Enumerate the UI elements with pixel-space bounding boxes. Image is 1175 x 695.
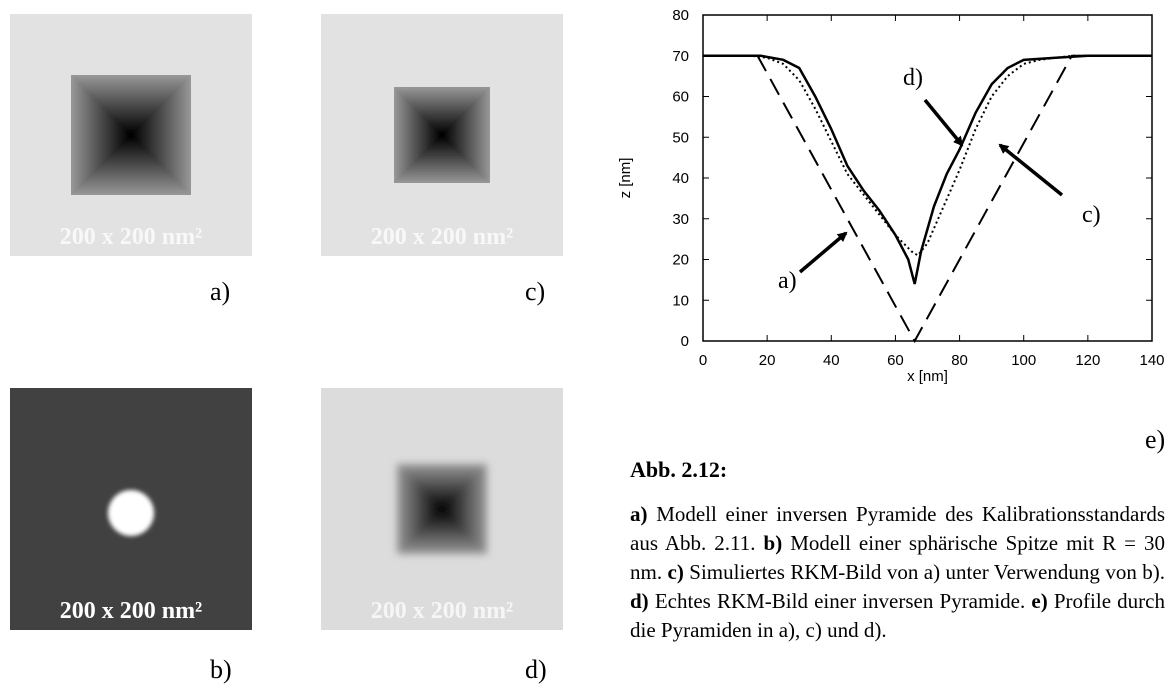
caption-segment: Modell einer sphärische Spitze mit R = 3… (630, 531, 1165, 584)
caption-segment: d) (630, 589, 649, 613)
y-tick-label: 60 (672, 89, 689, 106)
y-axis-label: z [nm] (617, 158, 634, 199)
caption-segment: Simuliertes RKM-Bild von a) unter Verwen… (683, 560, 1165, 584)
x-tick-label: 60 (887, 352, 904, 369)
annotation-arrow (798, 231, 848, 274)
x-tick-label: 120 (1075, 352, 1100, 369)
plot-frame (702, 14, 1153, 342)
scale-label: 200 x 200 nm² (371, 598, 514, 624)
y-tick-label: 30 (672, 211, 689, 228)
annotation-arrow (998, 143, 1064, 197)
caption-segment: Modell einer inversen Pyramide des Kalib… (630, 502, 1165, 555)
caption-segment: e) (1031, 589, 1048, 613)
y-tick-label: 50 (672, 129, 689, 146)
panel-label: c) (525, 277, 545, 306)
panel-label: e) (1145, 425, 1165, 454)
pyramid-step (440, 507, 444, 511)
y-tick-label: 20 (672, 252, 689, 269)
pyramid (71, 75, 191, 195)
y-tick-label: 10 (672, 292, 689, 309)
x-tick-label: 100 (1011, 352, 1036, 369)
annotation-arrow (923, 98, 964, 147)
caption-segment: b) (763, 531, 783, 555)
image-panel: 200 x 200 nm² (10, 388, 252, 630)
x-tick-label: 20 (759, 352, 776, 369)
line-series (703, 54, 1152, 285)
caption-segment: c) (667, 560, 684, 584)
panel-label: d) (525, 655, 547, 684)
panel-label: a) (210, 277, 230, 306)
x-tick-label: 140 (1139, 352, 1164, 369)
scale-label: 200 x 200 nm² (60, 224, 203, 250)
sphere (108, 490, 154, 536)
x-tick-label: 40 (823, 352, 840, 369)
x-tick-label: 0 (699, 352, 707, 369)
y-tick-label: 70 (672, 48, 689, 65)
pyramid (394, 87, 490, 183)
series-annotation: d) (903, 65, 923, 91)
pyramid (397, 464, 487, 554)
caption-body: a) Modell einer inversen Pyramide des Ka… (630, 500, 1165, 695)
series-annotation: c) (1082, 202, 1101, 228)
pyramid-step (440, 133, 444, 137)
series-annotation: a) (778, 268, 797, 294)
pyramid-step (129, 133, 133, 137)
scale-label: 200 x 200 nm² (371, 224, 514, 250)
y-tick-label: 80 (672, 7, 689, 24)
panel-label: b) (210, 655, 232, 684)
caption-segment: a) (630, 502, 648, 526)
x-tick-label: 80 (951, 352, 968, 369)
y-tick-label: 40 (672, 170, 689, 187)
caption-segment: Echtes RKM-Bild einer inversen Pyramide. (648, 589, 1032, 613)
line-series (703, 54, 1152, 344)
caption-title: Abb. 2.12: (630, 457, 728, 482)
image-panel: 200 x 200 nm² (10, 14, 252, 256)
y-tick-label: 0 (681, 333, 689, 350)
x-axis-label: x [nm] (907, 368, 948, 385)
image-panel: 200 x 200 nm² (321, 14, 563, 256)
scale-label: 200 x 200 nm² (60, 598, 203, 624)
caption-segment: Profile durch die Pyramiden in a), c) un… (630, 589, 1165, 642)
image-panel: 200 x 200 nm² (321, 388, 563, 630)
